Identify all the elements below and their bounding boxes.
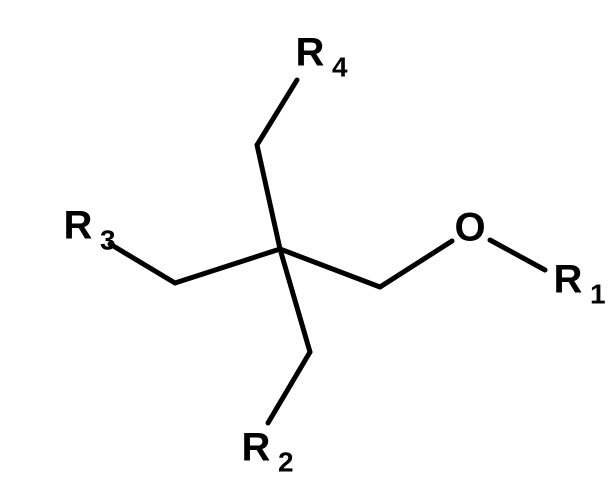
bond — [257, 80, 297, 145]
label-R4: R — [296, 31, 325, 75]
group-R4: R 4 — [296, 31, 348, 83]
label-R1: R — [554, 258, 583, 302]
label-R4-sub: 4 — [332, 51, 348, 82]
bond — [257, 145, 280, 249]
bond — [175, 249, 280, 283]
bond — [380, 241, 452, 287]
label-R3-sub: 3 — [100, 224, 116, 255]
bond — [490, 240, 545, 270]
label-R2-sub: 2 — [278, 446, 294, 477]
group-R1: R 1 — [554, 258, 606, 310]
molecule-diagram: O R 1 R 2 R 3 R 4 — [0, 0, 614, 500]
bond — [280, 249, 380, 287]
bond — [280, 249, 310, 352]
label-R2: R — [242, 426, 271, 470]
atom-oxygen: O — [454, 206, 485, 250]
label-R3: R — [64, 204, 93, 248]
label-R1-sub: 1 — [590, 278, 606, 309]
bond — [268, 352, 310, 423]
group-R3: R 3 — [64, 204, 116, 256]
bond — [110, 244, 175, 283]
group-R2: R 2 — [242, 426, 294, 478]
